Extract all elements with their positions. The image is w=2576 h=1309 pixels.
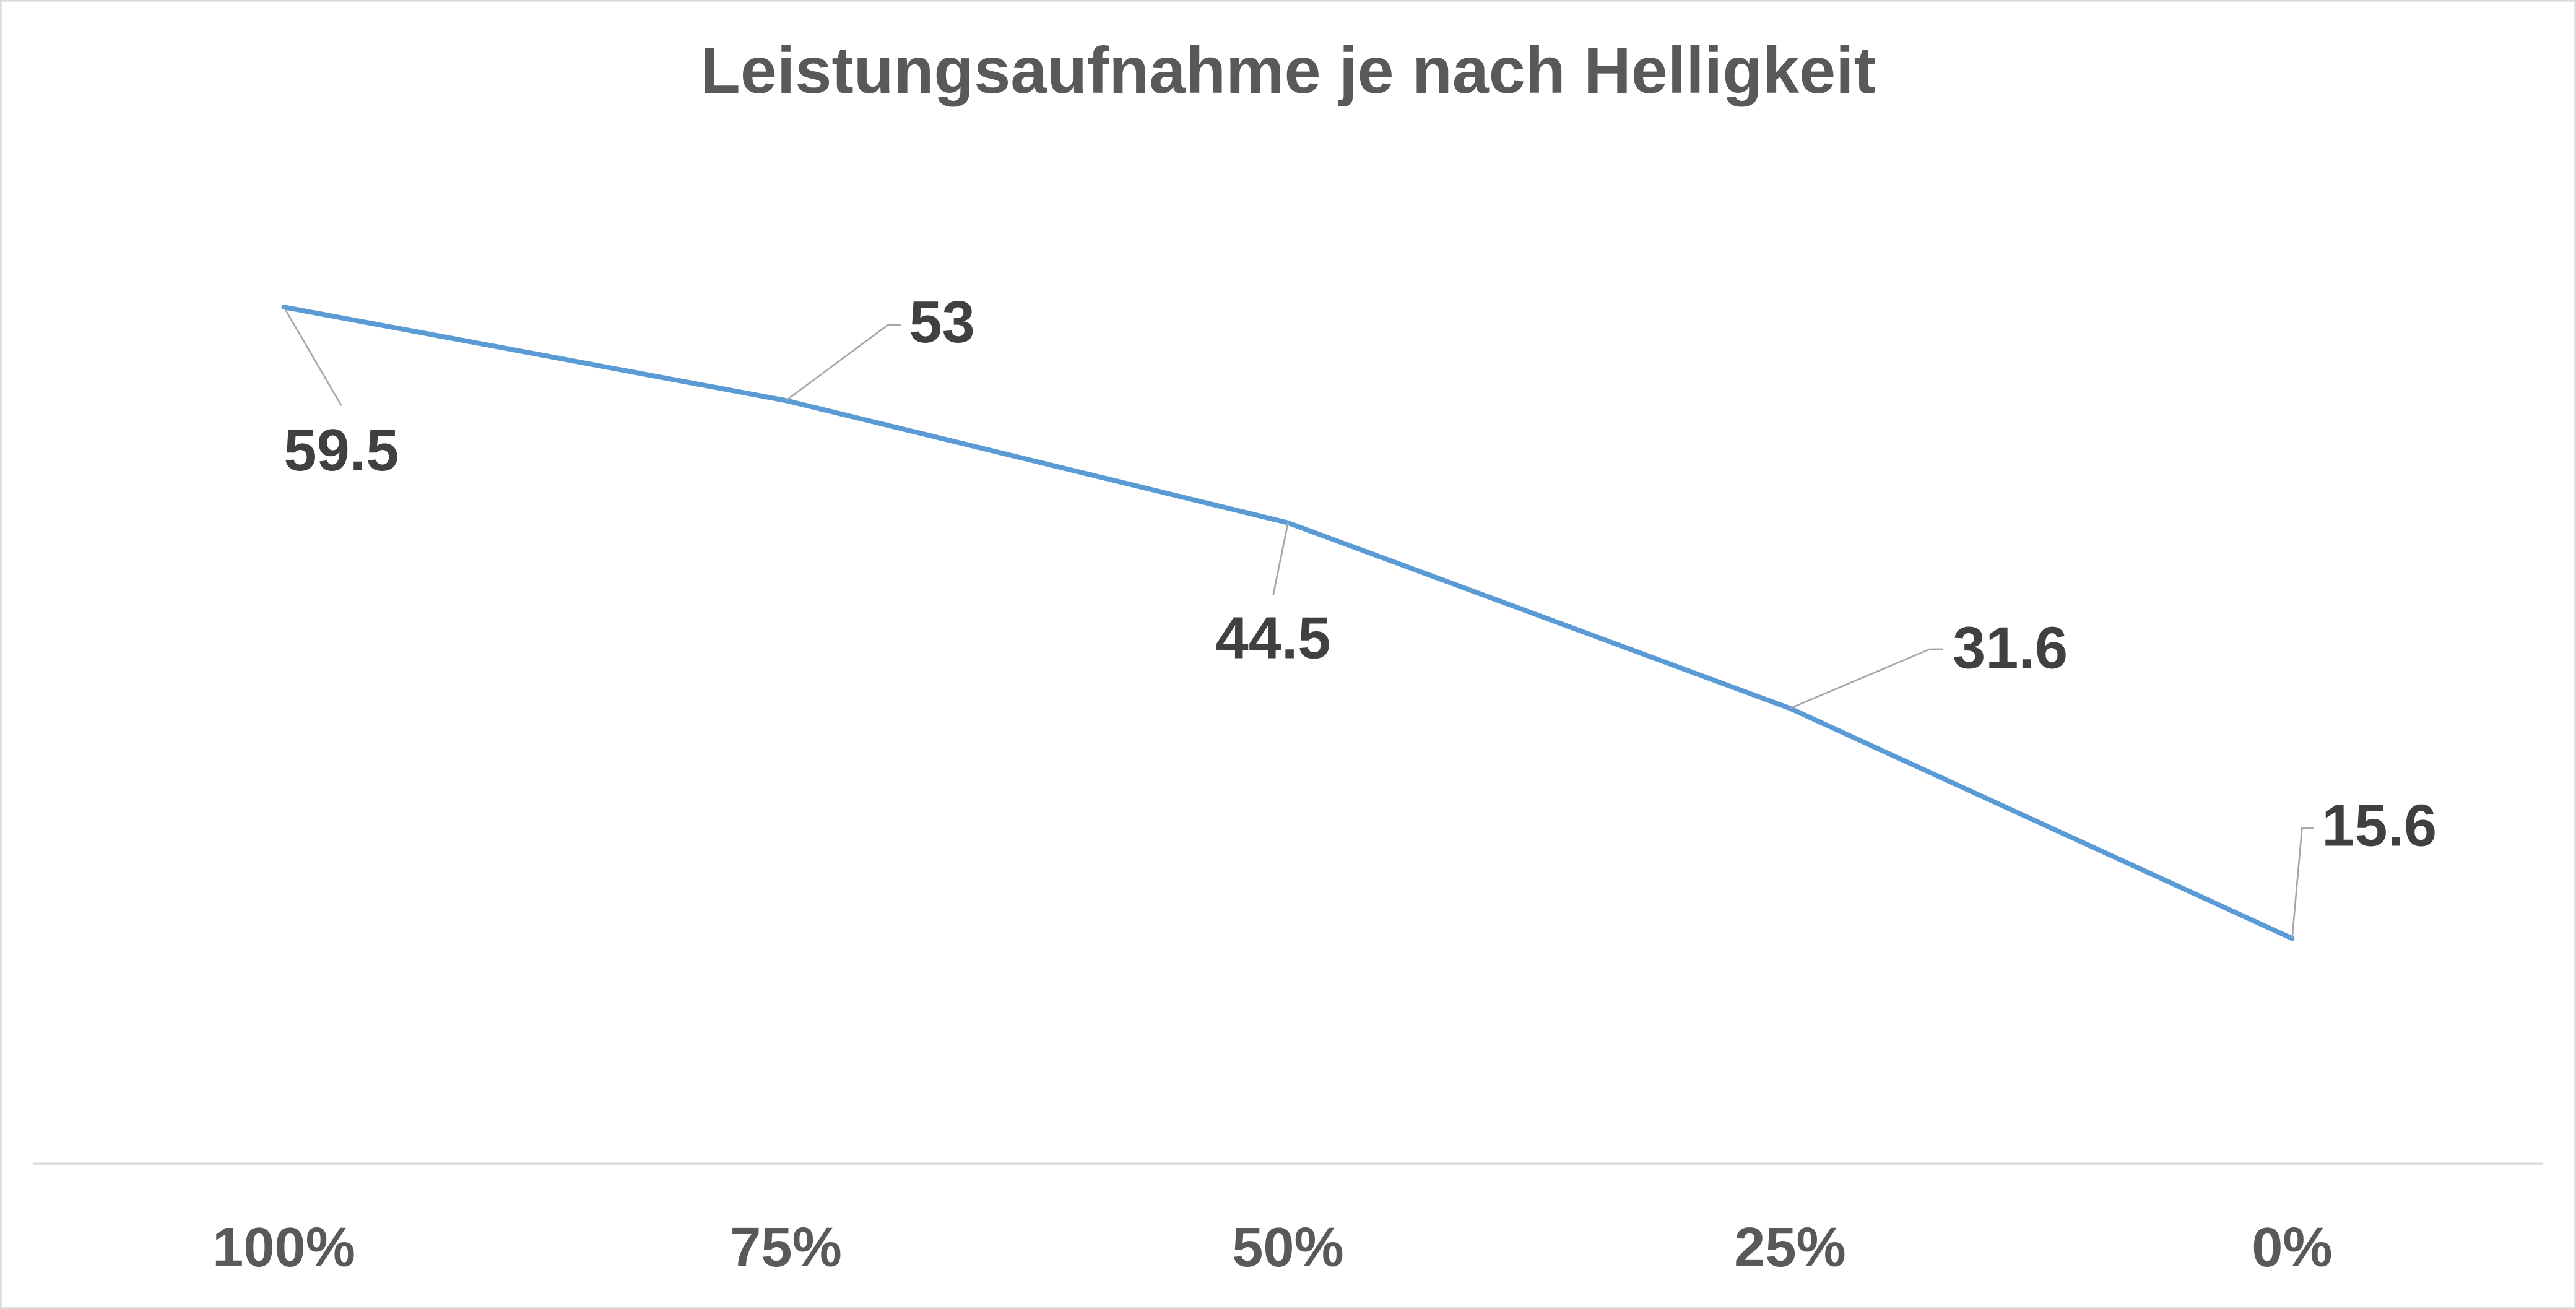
chart-title: Leistungsaufnahme je nach Helligkeit [700, 34, 1876, 107]
data-label: 53 [909, 290, 975, 355]
leader-line [785, 324, 901, 402]
data-label: 31.6 [1953, 615, 2068, 681]
leader-line [1272, 522, 1289, 595]
leader-line [2291, 827, 2314, 939]
data-label: 59.5 [284, 418, 399, 483]
leader-line [283, 306, 342, 407]
x-tick-label: 50% [1232, 1216, 1344, 1279]
series-line [281, 305, 2295, 941]
x-tick-label: 75% [730, 1216, 842, 1279]
leader-line [1789, 648, 1943, 709]
data-label: 15.6 [2322, 793, 2437, 858]
x-tick-label: 100% [212, 1216, 355, 1279]
x-tick-label: 25% [1734, 1216, 1846, 1279]
data-label: 44.5 [1216, 606, 1331, 672]
x-tick-label: 0% [2252, 1216, 2332, 1279]
